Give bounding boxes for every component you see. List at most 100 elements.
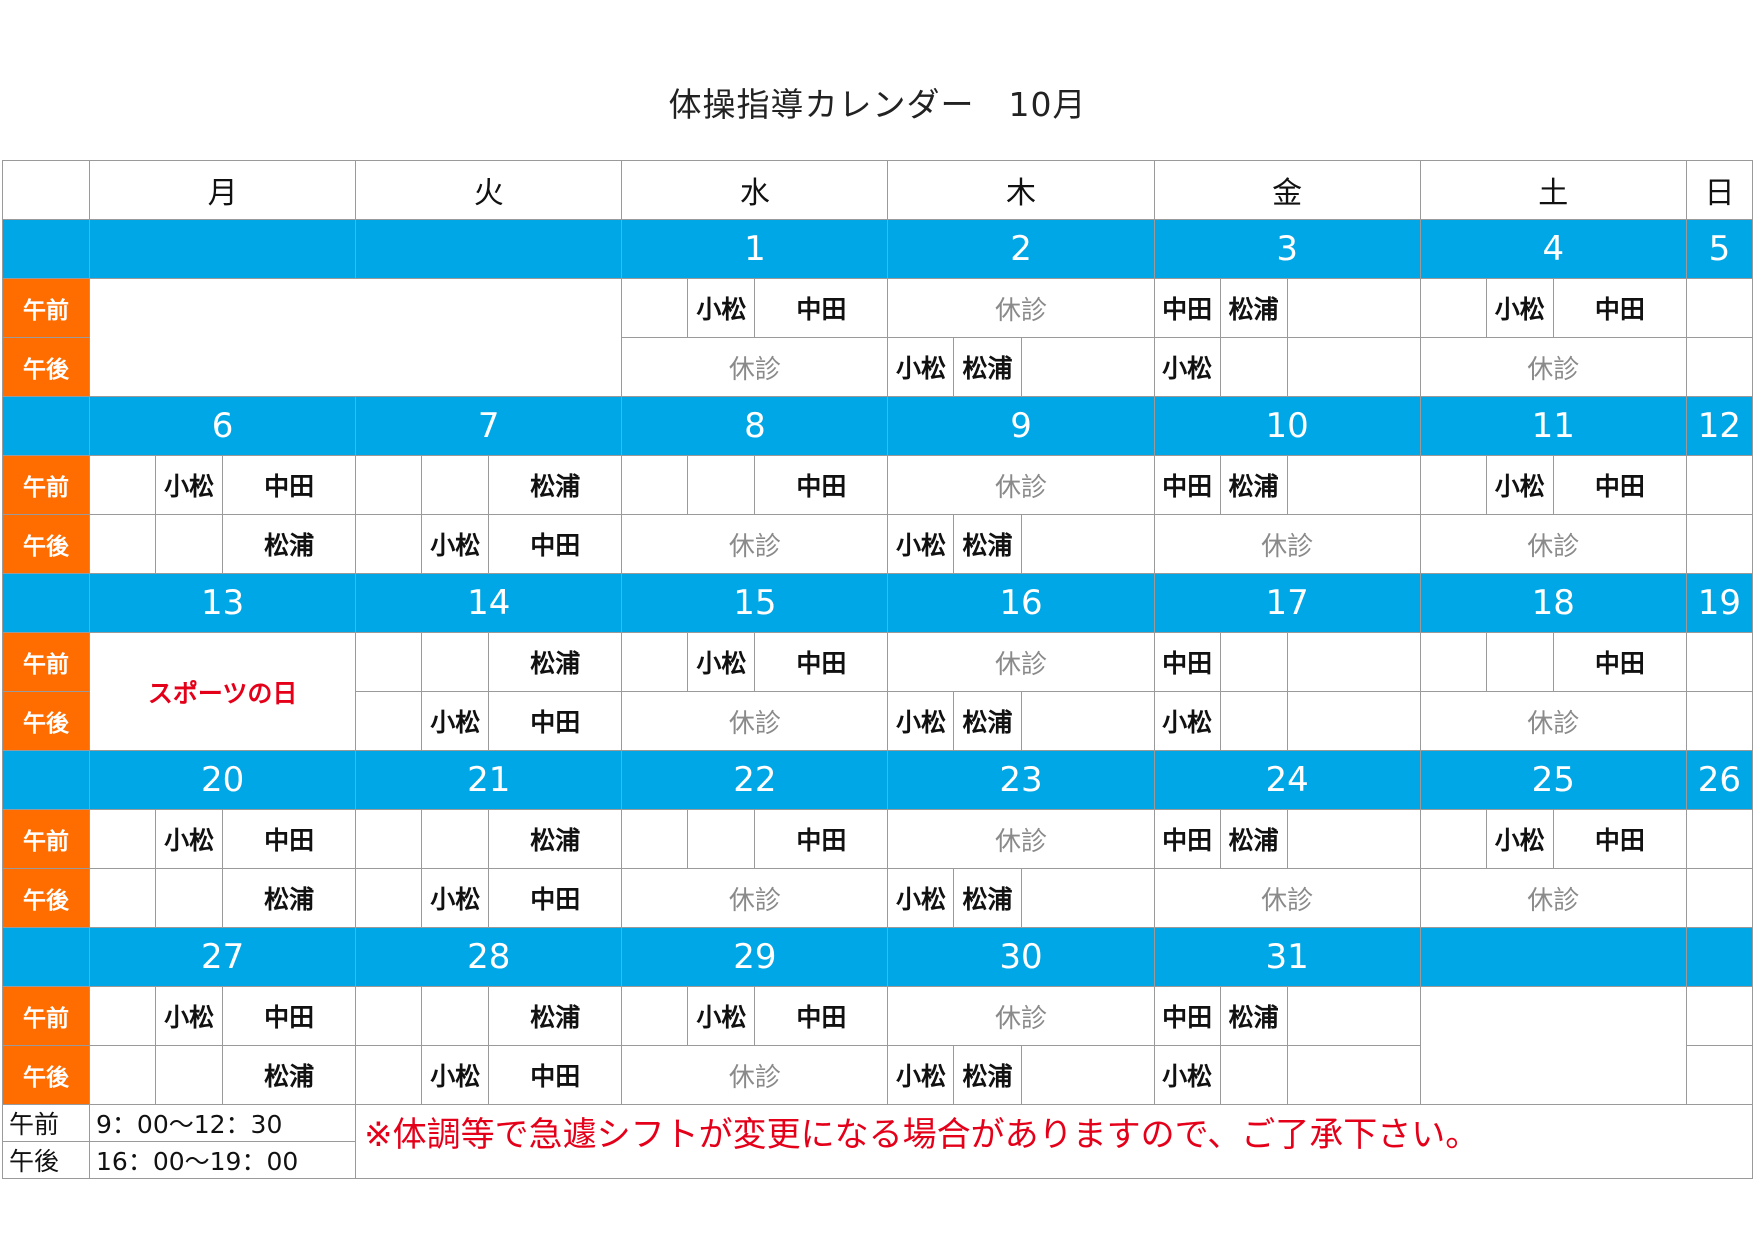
page-title: 体操指導カレンダー 10月 xyxy=(668,85,1087,124)
staff-name: 小松 xyxy=(1485,809,1554,869)
staff-slot-empty xyxy=(1020,1045,1155,1105)
date-number: 15 xyxy=(621,573,889,633)
corner-cell xyxy=(1,160,91,220)
date-number xyxy=(1685,927,1754,987)
staff-slot-empty xyxy=(1419,278,1487,338)
shift-label-am: 午前 xyxy=(1,278,91,338)
staff-name: 小松 xyxy=(155,809,224,869)
date-number: 24 xyxy=(1153,750,1421,810)
shift-label-am: 午前 xyxy=(1,809,91,869)
staff-name: 小松 xyxy=(687,986,756,1046)
staff-name: 中田 xyxy=(222,455,357,515)
empty-cell xyxy=(89,278,623,397)
date-number: 1 xyxy=(621,219,889,279)
date-number: 20 xyxy=(89,750,357,810)
staff-name: 松浦 xyxy=(222,868,357,928)
shift-label-pm: 午後 xyxy=(1,868,91,928)
date-number: 14 xyxy=(355,573,623,633)
staff-name: 中田 xyxy=(1552,809,1687,869)
staff-slot-empty xyxy=(1419,455,1487,515)
shift-label-am: 午前 xyxy=(1,986,91,1046)
staff-slot-empty xyxy=(621,986,689,1046)
staff-slot-empty xyxy=(155,514,224,574)
weekday-header: 土 xyxy=(1419,160,1687,220)
date-number xyxy=(1419,927,1687,987)
staff-name: 小松 xyxy=(421,868,490,928)
sunday-cell xyxy=(1685,632,1754,692)
staff-slot-empty xyxy=(89,868,157,928)
date-number: 4 xyxy=(1419,219,1687,279)
date-number: 19 xyxy=(1685,573,1754,633)
closed-label: 休診 xyxy=(621,337,889,397)
staff-slot-empty xyxy=(1286,455,1421,515)
closed-label: 休診 xyxy=(1419,337,1687,397)
staff-name: 松浦 xyxy=(488,986,623,1046)
closed-label: 休診 xyxy=(887,455,1155,515)
staff-name: 松浦 xyxy=(953,868,1022,928)
staff-name: 中田 xyxy=(754,278,889,338)
staff-slot-empty xyxy=(1286,691,1421,751)
sunday-cell xyxy=(1685,868,1754,928)
staff-name: 小松 xyxy=(687,278,756,338)
shift-label-am: 午前 xyxy=(1,455,91,515)
date-number: 23 xyxy=(887,750,1155,810)
shift-label-am: 午前 xyxy=(1,632,91,692)
staff-slot-empty xyxy=(1419,809,1487,869)
staff-name: 中田 xyxy=(488,514,623,574)
staff-slot-empty xyxy=(1219,632,1288,692)
staff-name: 中田 xyxy=(222,809,357,869)
staff-name: 中田 xyxy=(1153,632,1221,692)
staff-slot-empty xyxy=(1020,514,1155,574)
calendar-table: 月火水木金土日 1 2 3 4 5 午前 小松 中田 休診 中田 松浦 小松 中田 午後 休診 小松 松浦 小松 休診… xyxy=(1,160,1754,1179)
staff-name: 中田 xyxy=(1153,986,1221,1046)
staff-name: 松浦 xyxy=(1219,809,1288,869)
date-number xyxy=(355,219,623,279)
date-number: 25 xyxy=(1419,750,1687,810)
staff-slot-empty xyxy=(421,809,490,869)
closed-label: 休診 xyxy=(887,809,1155,869)
date-number: 3 xyxy=(1153,219,1421,279)
staff-slot-empty xyxy=(89,809,157,869)
staff-name: 小松 xyxy=(155,455,224,515)
staff-slot-empty xyxy=(355,986,423,1046)
date-number: 16 xyxy=(887,573,1155,633)
staff-slot-empty xyxy=(1419,632,1487,692)
closed-label: 休診 xyxy=(1419,868,1687,928)
closed-label: 休診 xyxy=(1419,691,1687,751)
staff-name: 小松 xyxy=(1485,455,1554,515)
date-number: 22 xyxy=(621,750,889,810)
date-number: 27 xyxy=(89,927,357,987)
date-number: 29 xyxy=(621,927,889,987)
date-number: 5 xyxy=(1685,219,1754,279)
staff-slot-empty xyxy=(1286,278,1421,338)
staff-name: 中田 xyxy=(488,868,623,928)
staff-name: 松浦 xyxy=(222,514,357,574)
staff-name: 中田 xyxy=(754,809,889,869)
staff-slot-empty xyxy=(1286,337,1421,397)
staff-name: 小松 xyxy=(1153,691,1221,751)
date-number: 10 xyxy=(1153,396,1421,456)
staff-name: 小松 xyxy=(687,632,756,692)
staff-slot-empty xyxy=(89,514,157,574)
staff-slot-empty xyxy=(355,691,423,751)
sunday-cell xyxy=(1685,337,1754,397)
weekday-header: 火 xyxy=(355,160,623,220)
shift-label-pm: 午後 xyxy=(1,1045,91,1105)
date-number: 9 xyxy=(887,396,1155,456)
staff-slot-empty xyxy=(687,455,756,515)
closed-label: 休診 xyxy=(1419,514,1687,574)
staff-name: 小松 xyxy=(887,691,955,751)
date-number: 18 xyxy=(1419,573,1687,633)
staff-name: 中田 xyxy=(754,632,889,692)
date-row-label xyxy=(1,396,91,456)
shift-label-pm: 午後 xyxy=(1,691,91,751)
staff-name: 中田 xyxy=(1552,278,1687,338)
staff-name: 小松 xyxy=(421,691,490,751)
staff-slot-empty xyxy=(355,868,423,928)
closed-label: 休診 xyxy=(621,691,889,751)
staff-slot-empty xyxy=(421,632,490,692)
date-number: 6 xyxy=(89,396,357,456)
date-number: 13 xyxy=(89,573,357,633)
date-number: 7 xyxy=(355,396,623,456)
closed-label: 休診 xyxy=(621,514,889,574)
